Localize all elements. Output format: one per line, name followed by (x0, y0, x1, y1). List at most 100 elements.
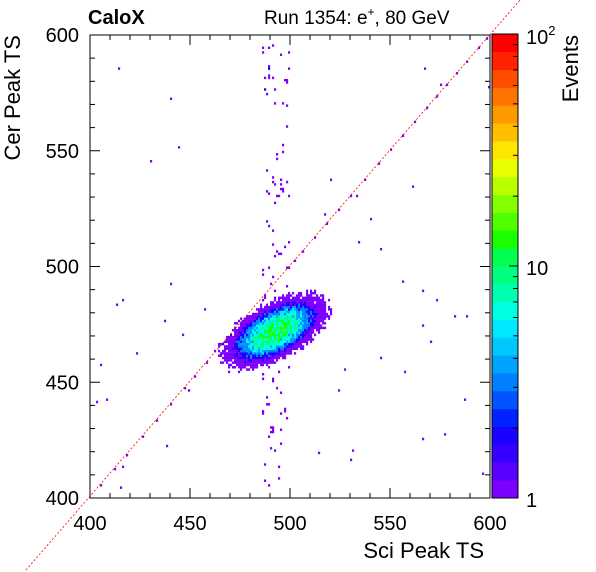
heatmap-bin (308, 329, 311, 332)
heatmap-bin (250, 319, 253, 323)
heatmap-bin (318, 303, 321, 307)
heatmap-bin (282, 324, 285, 327)
heatmap-bin (206, 361, 209, 364)
heatmap-bin (236, 340, 239, 344)
heatmap-bin (264, 312, 267, 316)
heatmap-bin (318, 308, 321, 311)
heatmap-bin (322, 294, 325, 297)
heatmap-bin (280, 345, 283, 348)
heatmap-bin (306, 333, 309, 337)
colorbar-band (492, 408, 518, 428)
heatmap-bin (244, 331, 247, 334)
heatmap-bin (284, 345, 287, 348)
heatmap-bin (296, 345, 299, 348)
heatmap-bin (316, 298, 319, 302)
heatmap-bin (306, 312, 309, 316)
heatmap-bin (486, 37, 489, 40)
heatmap-bin (296, 322, 299, 325)
heatmap-bin (284, 335, 287, 339)
heatmap-bin (274, 319, 277, 323)
heatmap-bin (282, 308, 285, 311)
heatmap-bin (282, 352, 285, 355)
heatmap-bin (278, 308, 281, 311)
heatmap-bin (436, 95, 439, 98)
heatmap-bin (308, 333, 311, 337)
heatmap-bin (264, 333, 267, 337)
heatmap-bin (262, 359, 265, 362)
heatmap-bin (266, 356, 269, 360)
heatmap-bin (222, 361, 225, 364)
heatmap-bin (292, 322, 295, 325)
heatmap-bin (300, 301, 303, 304)
heatmap-bin (234, 338, 237, 341)
heatmap-bin (310, 291, 313, 295)
heatmap-bin (262, 319, 265, 323)
heatmap-bin (238, 331, 241, 334)
heatmap-bin (286, 331, 289, 334)
heatmap-bin (266, 345, 269, 348)
heatmap-bin (276, 319, 279, 323)
heatmap-bin (278, 324, 281, 327)
heatmap-bin (294, 326, 297, 330)
heatmap-bin (246, 340, 249, 344)
heatmap-bin (228, 356, 231, 360)
heatmap-bin (272, 430, 275, 434)
heatmap-bin (246, 347, 249, 350)
heatmap-bin (260, 354, 263, 357)
heatmap-bin (300, 291, 303, 295)
heatmap-bin (286, 301, 289, 304)
heatmap-bin (258, 345, 261, 348)
heatmap-bin (466, 60, 469, 63)
heatmap-bin (258, 359, 261, 362)
heatmap-bin (248, 322, 251, 325)
heatmap-bin (296, 340, 299, 344)
y-axis-label: Cer Peak TS (0, 35, 25, 161)
heatmap-bin (274, 308, 277, 311)
heatmap-bin (226, 335, 229, 339)
heatmap-bin (234, 326, 237, 330)
heatmap-bin (312, 298, 315, 302)
heatmap-bin (260, 329, 263, 332)
heatmap-bin (278, 465, 281, 469)
heatmap-bin (286, 338, 289, 341)
heatmap-bin (262, 363, 265, 367)
heatmap-bin (274, 322, 277, 325)
heatmap-bin (250, 331, 253, 334)
heatmap-bin (280, 319, 283, 323)
heatmap-bin (258, 354, 261, 357)
heatmap-bin (234, 347, 237, 350)
heatmap-bin (242, 363, 245, 367)
heatmap-bin (238, 347, 241, 350)
heatmap-bin (242, 329, 245, 332)
heatmap-bin (270, 345, 273, 348)
heatmap-bin (288, 67, 291, 70)
heatmap-bin (316, 329, 319, 332)
heatmap-bin (284, 352, 287, 355)
heatmap-bin (170, 282, 173, 286)
heatmap-bin (266, 190, 269, 193)
heatmap-bin (278, 312, 281, 316)
heatmap-bin (300, 319, 303, 323)
heatmap-bin (288, 329, 291, 332)
heatmap-bin (296, 319, 299, 323)
heatmap-bin (248, 317, 251, 320)
heatmap-bin (272, 361, 275, 364)
heatmap-bin (260, 305, 263, 309)
heatmap-bin (314, 308, 317, 311)
heatmap-bin (318, 329, 321, 332)
heatmap-bin (306, 308, 309, 311)
heatmap-bin (218, 345, 221, 348)
heatmap-bin (232, 352, 235, 355)
heatmap-bin (276, 338, 279, 341)
heatmap-bin (294, 319, 297, 323)
heatmap-bin (296, 326, 299, 330)
heatmap-bin (268, 342, 271, 346)
heatmap-bin (274, 315, 277, 318)
heatmap-bin (314, 303, 317, 307)
heatmap-bin (264, 317, 267, 320)
heatmap-bin (294, 301, 297, 304)
colorbar-band (492, 462, 518, 481)
heatmap-bin (262, 338, 265, 341)
heatmap-bin (298, 291, 301, 295)
heatmap-bin (254, 338, 257, 341)
